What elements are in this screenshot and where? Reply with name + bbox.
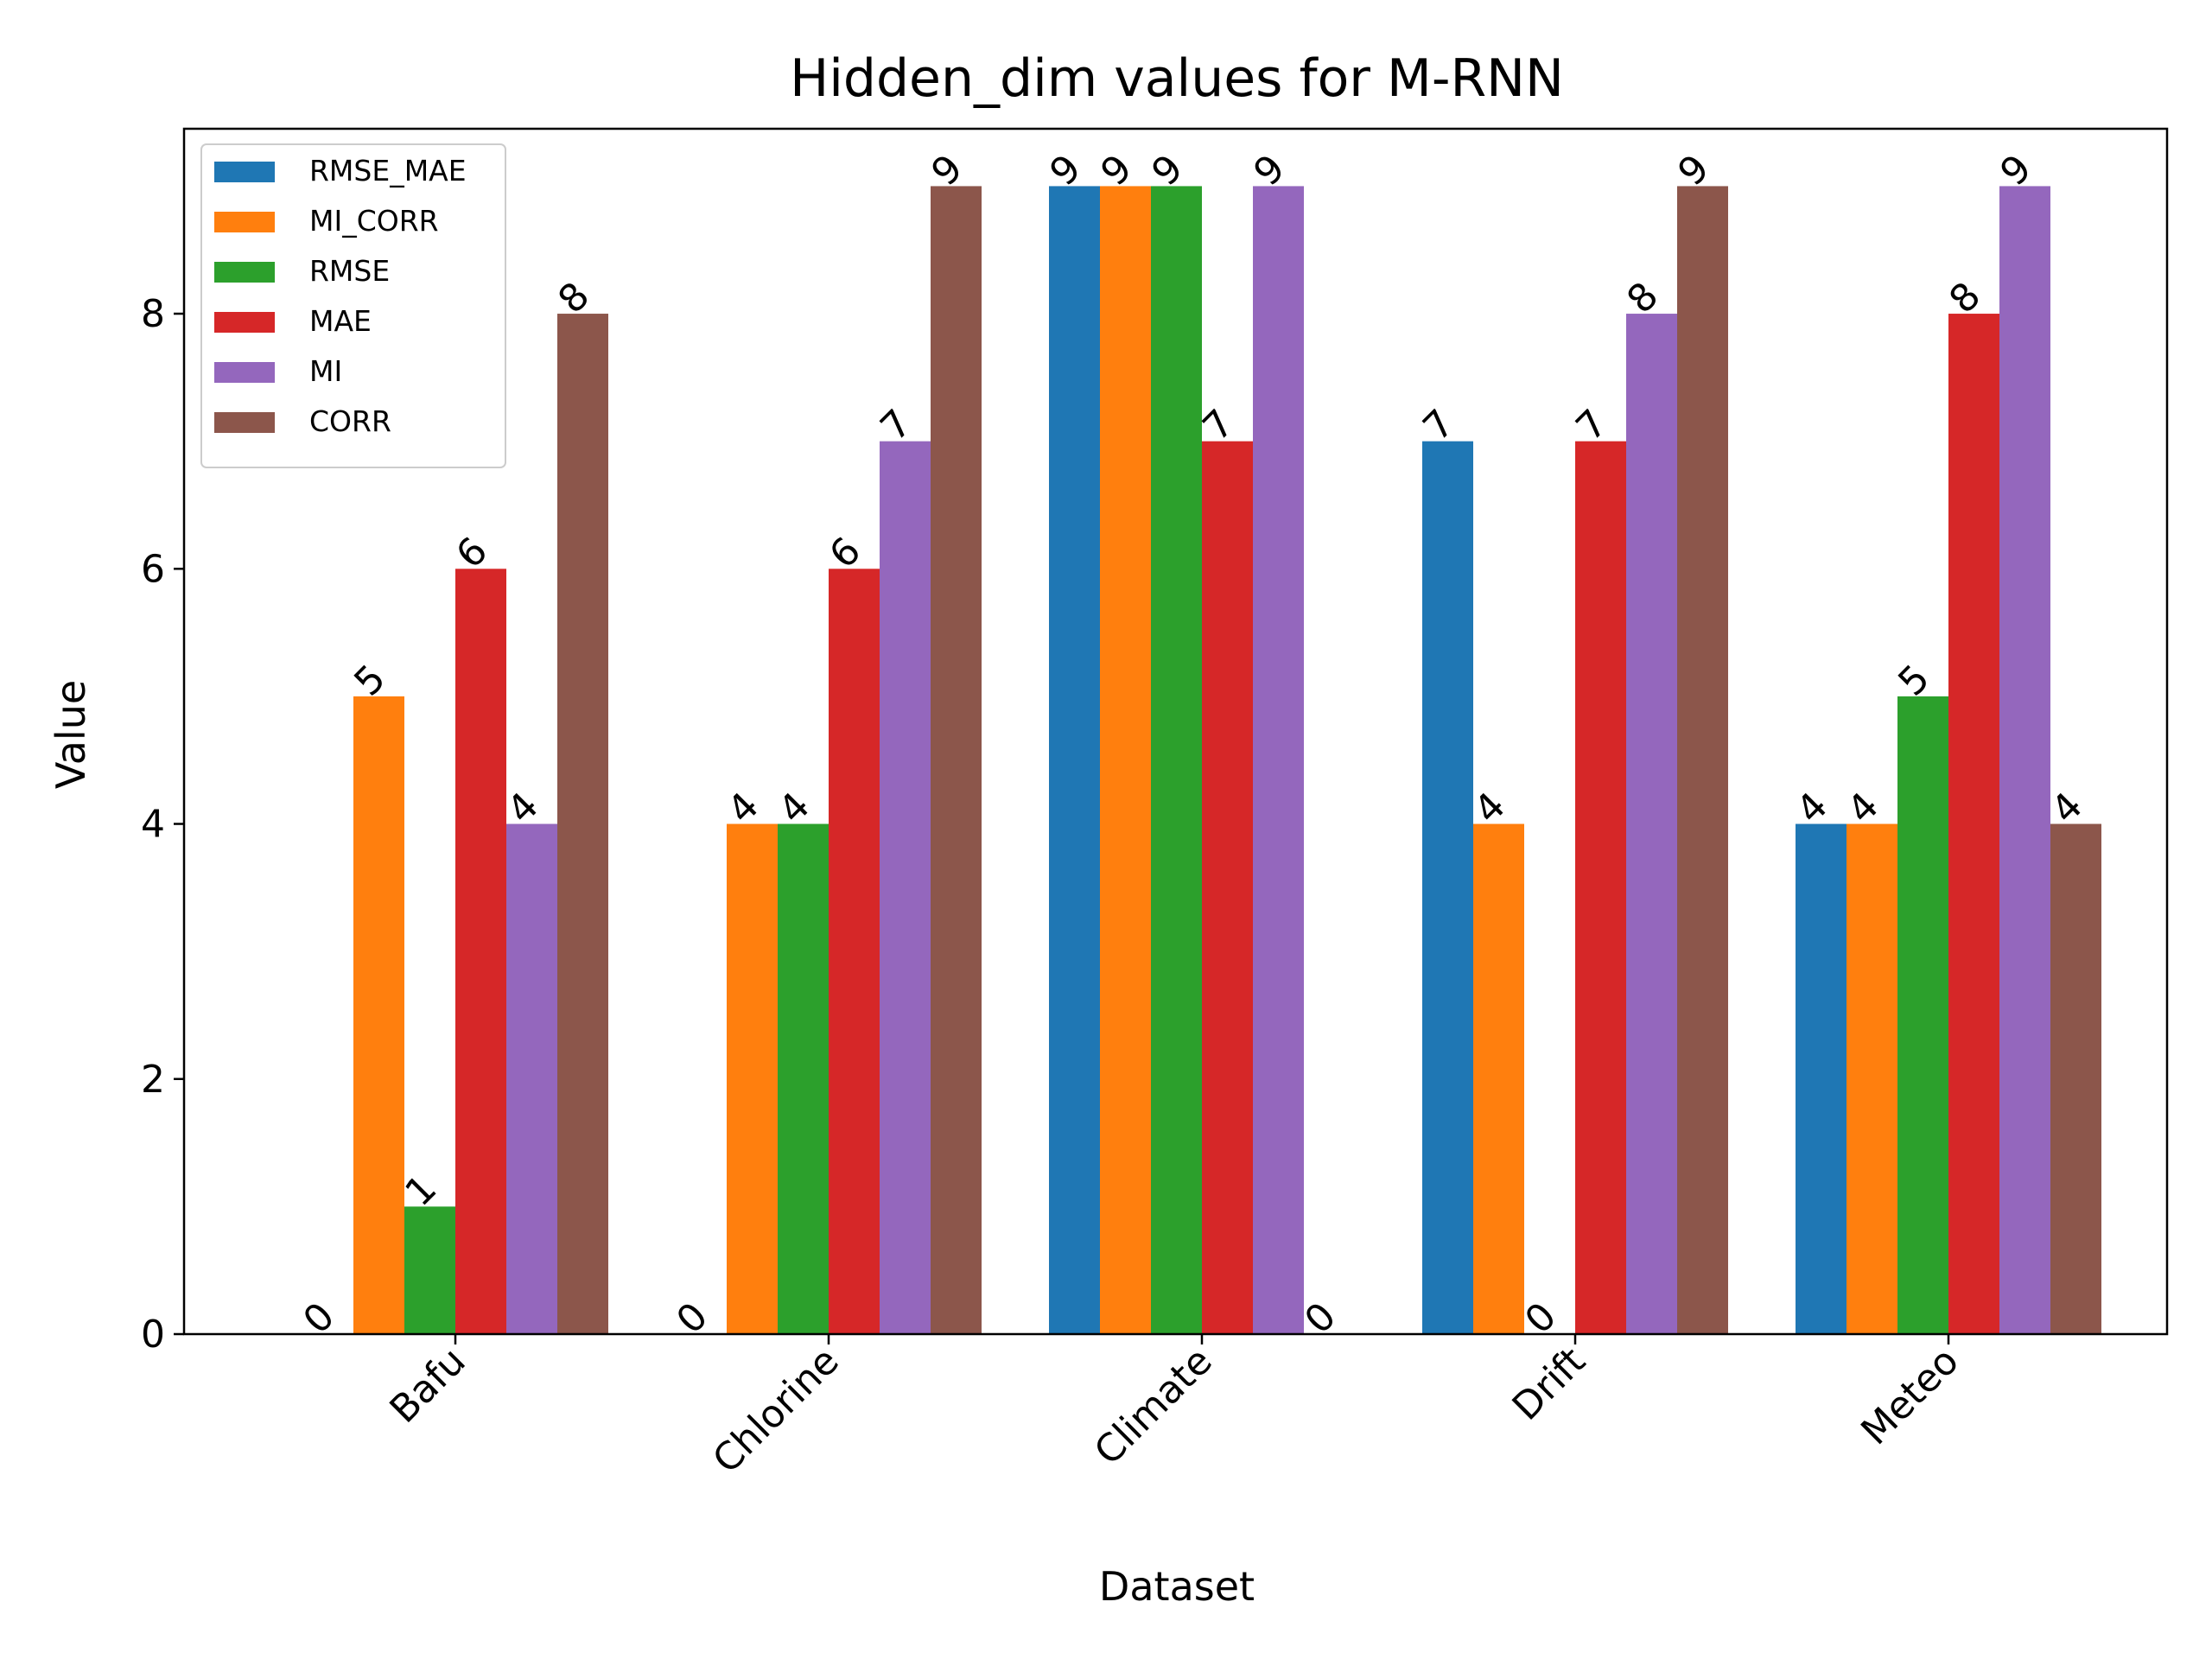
bar (880, 441, 931, 1335)
y-tick-label: 0 (141, 1313, 165, 1357)
legend-label: MI_CORR (309, 204, 439, 238)
bar (778, 823, 829, 1334)
bar-value-label: 0 (668, 1294, 716, 1343)
bar (1677, 186, 1728, 1334)
legend-box (200, 143, 506, 468)
bar (931, 186, 982, 1334)
bar (2050, 823, 2101, 1334)
bar (1796, 823, 1847, 1334)
bar (1999, 186, 2050, 1334)
legend-swatch (214, 212, 275, 232)
x-axis-label: Dataset (1099, 1563, 1255, 1610)
bar (1253, 186, 1304, 1334)
legend-swatch (214, 162, 275, 182)
bar (727, 823, 778, 1334)
legend-label: RMSE (309, 254, 390, 288)
x-tick-label: Meteo (1853, 1339, 1967, 1453)
bar (1575, 441, 1626, 1335)
bar (1847, 823, 1897, 1334)
bar (1897, 696, 1948, 1334)
y-tick-label: 6 (141, 547, 165, 591)
bar (506, 823, 557, 1334)
plot-frame (182, 127, 2169, 1336)
legend-swatch (214, 262, 275, 283)
bar (557, 314, 608, 1334)
bar (353, 696, 404, 1334)
legend-label: CORR (309, 404, 391, 438)
y-tick-label: 8 (141, 292, 165, 336)
legend-swatch (214, 362, 275, 383)
x-tick-label: Bafu (382, 1339, 474, 1432)
chart-title: Hidden_dim values for M-RNN (790, 48, 1564, 109)
legend: RMSE_MAE MI_CORR RMSE MAE MI CORR (200, 143, 506, 468)
bar (1049, 186, 1100, 1334)
y-tick-label: 4 (141, 803, 165, 847)
bar (1202, 441, 1253, 1335)
x-tick-label: Chlorine (704, 1339, 847, 1482)
bar (1626, 314, 1677, 1334)
bar (1473, 823, 1524, 1334)
legend-label: MI (309, 354, 342, 388)
bar-value-label: 0 (295, 1294, 343, 1343)
bar (455, 569, 506, 1334)
legend-label: RMSE_MAE (309, 154, 467, 188)
legend-swatch (214, 312, 275, 333)
bar (1422, 441, 1473, 1335)
y-axis-label: Value (48, 680, 94, 789)
bar (1151, 186, 1202, 1334)
bar (1100, 186, 1151, 1334)
bar (404, 1206, 455, 1334)
legend-swatch (214, 412, 275, 433)
x-tick-label: Climate (1086, 1339, 1221, 1474)
x-tick-label: Drift (1504, 1339, 1594, 1429)
bar (1948, 314, 1999, 1334)
y-tick-label: 2 (141, 1058, 165, 1102)
bar (829, 569, 880, 1334)
legend-label: MAE (309, 304, 372, 338)
